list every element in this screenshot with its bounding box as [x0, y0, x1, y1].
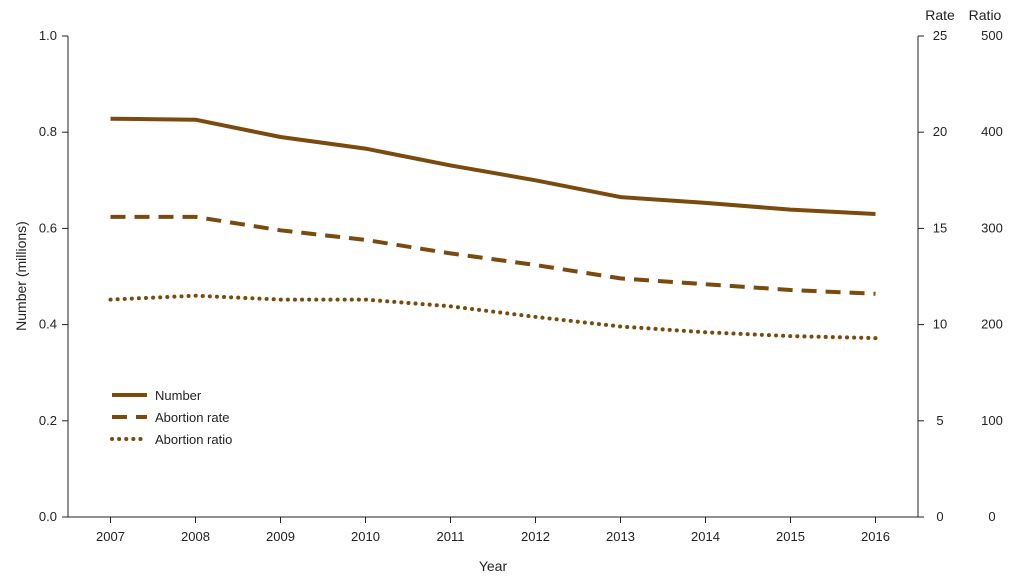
- x-tick-label: 2016: [861, 529, 890, 544]
- x-tick-label: 2011: [437, 529, 465, 544]
- ratio-tick-label: 400: [981, 124, 1003, 139]
- x-tick-label: 2014: [691, 529, 720, 544]
- ratio-tick-label: 0: [988, 509, 995, 524]
- ratio-axis-title: Ratio: [969, 7, 1002, 23]
- ratio-tick-label: 100: [981, 413, 1003, 428]
- x-tick-label: 2007: [96, 529, 125, 544]
- y-tick-label: 0.0: [39, 509, 57, 524]
- ratio-tick-label: 300: [981, 220, 1003, 235]
- x-tick-label: 2015: [776, 529, 805, 544]
- x-tick-label: 2013: [606, 529, 635, 544]
- rate-tick-label: 5: [936, 413, 943, 428]
- axes: 0.0 0.2 0.4 0.6 0.8 1.0 0 5 10 15 20 25 0 100 200 300 40…: [39, 28, 1003, 544]
- ratio-tick-label: 500: [981, 28, 1003, 43]
- y-axis-title: Number (millions): [13, 221, 29, 331]
- rate-axis-title: Rate: [925, 7, 955, 23]
- y-tick-label: 0.6: [39, 220, 57, 235]
- series-line-abortion-rate: [110, 214, 876, 296]
- series-line-number: [110, 116, 876, 216]
- legend-label: Abortion rate: [155, 410, 229, 425]
- y-tick-label: 0.2: [39, 413, 57, 428]
- series-lines: [108, 116, 878, 341]
- series-line-abortion-ratio: [108, 293, 878, 341]
- legend-label: Number: [155, 388, 202, 403]
- ratio-tick-label: 200: [981, 317, 1003, 332]
- y-tick-label: 1.0: [39, 28, 57, 43]
- x-tick-label: 2008: [181, 529, 210, 544]
- y-tick-label: 0.4: [39, 317, 57, 332]
- x-axis-title: Year: [479, 558, 508, 574]
- rate-tick-label: 20: [933, 124, 947, 139]
- x-tick-label: 2010: [351, 529, 380, 544]
- x-tick-label: 2012: [521, 529, 550, 544]
- rate-tick-label: 25: [933, 28, 947, 43]
- rate-tick-label: 10: [933, 317, 947, 332]
- legend: Number Abortion rate Abortion ratio: [110, 388, 232, 447]
- legend-label: Abortion ratio: [155, 432, 232, 447]
- rate-tick-label: 15: [933, 220, 947, 235]
- y-tick-label: 0.8: [39, 124, 57, 139]
- x-tick-label: 2009: [266, 529, 295, 544]
- rate-tick-label: 0: [936, 509, 943, 524]
